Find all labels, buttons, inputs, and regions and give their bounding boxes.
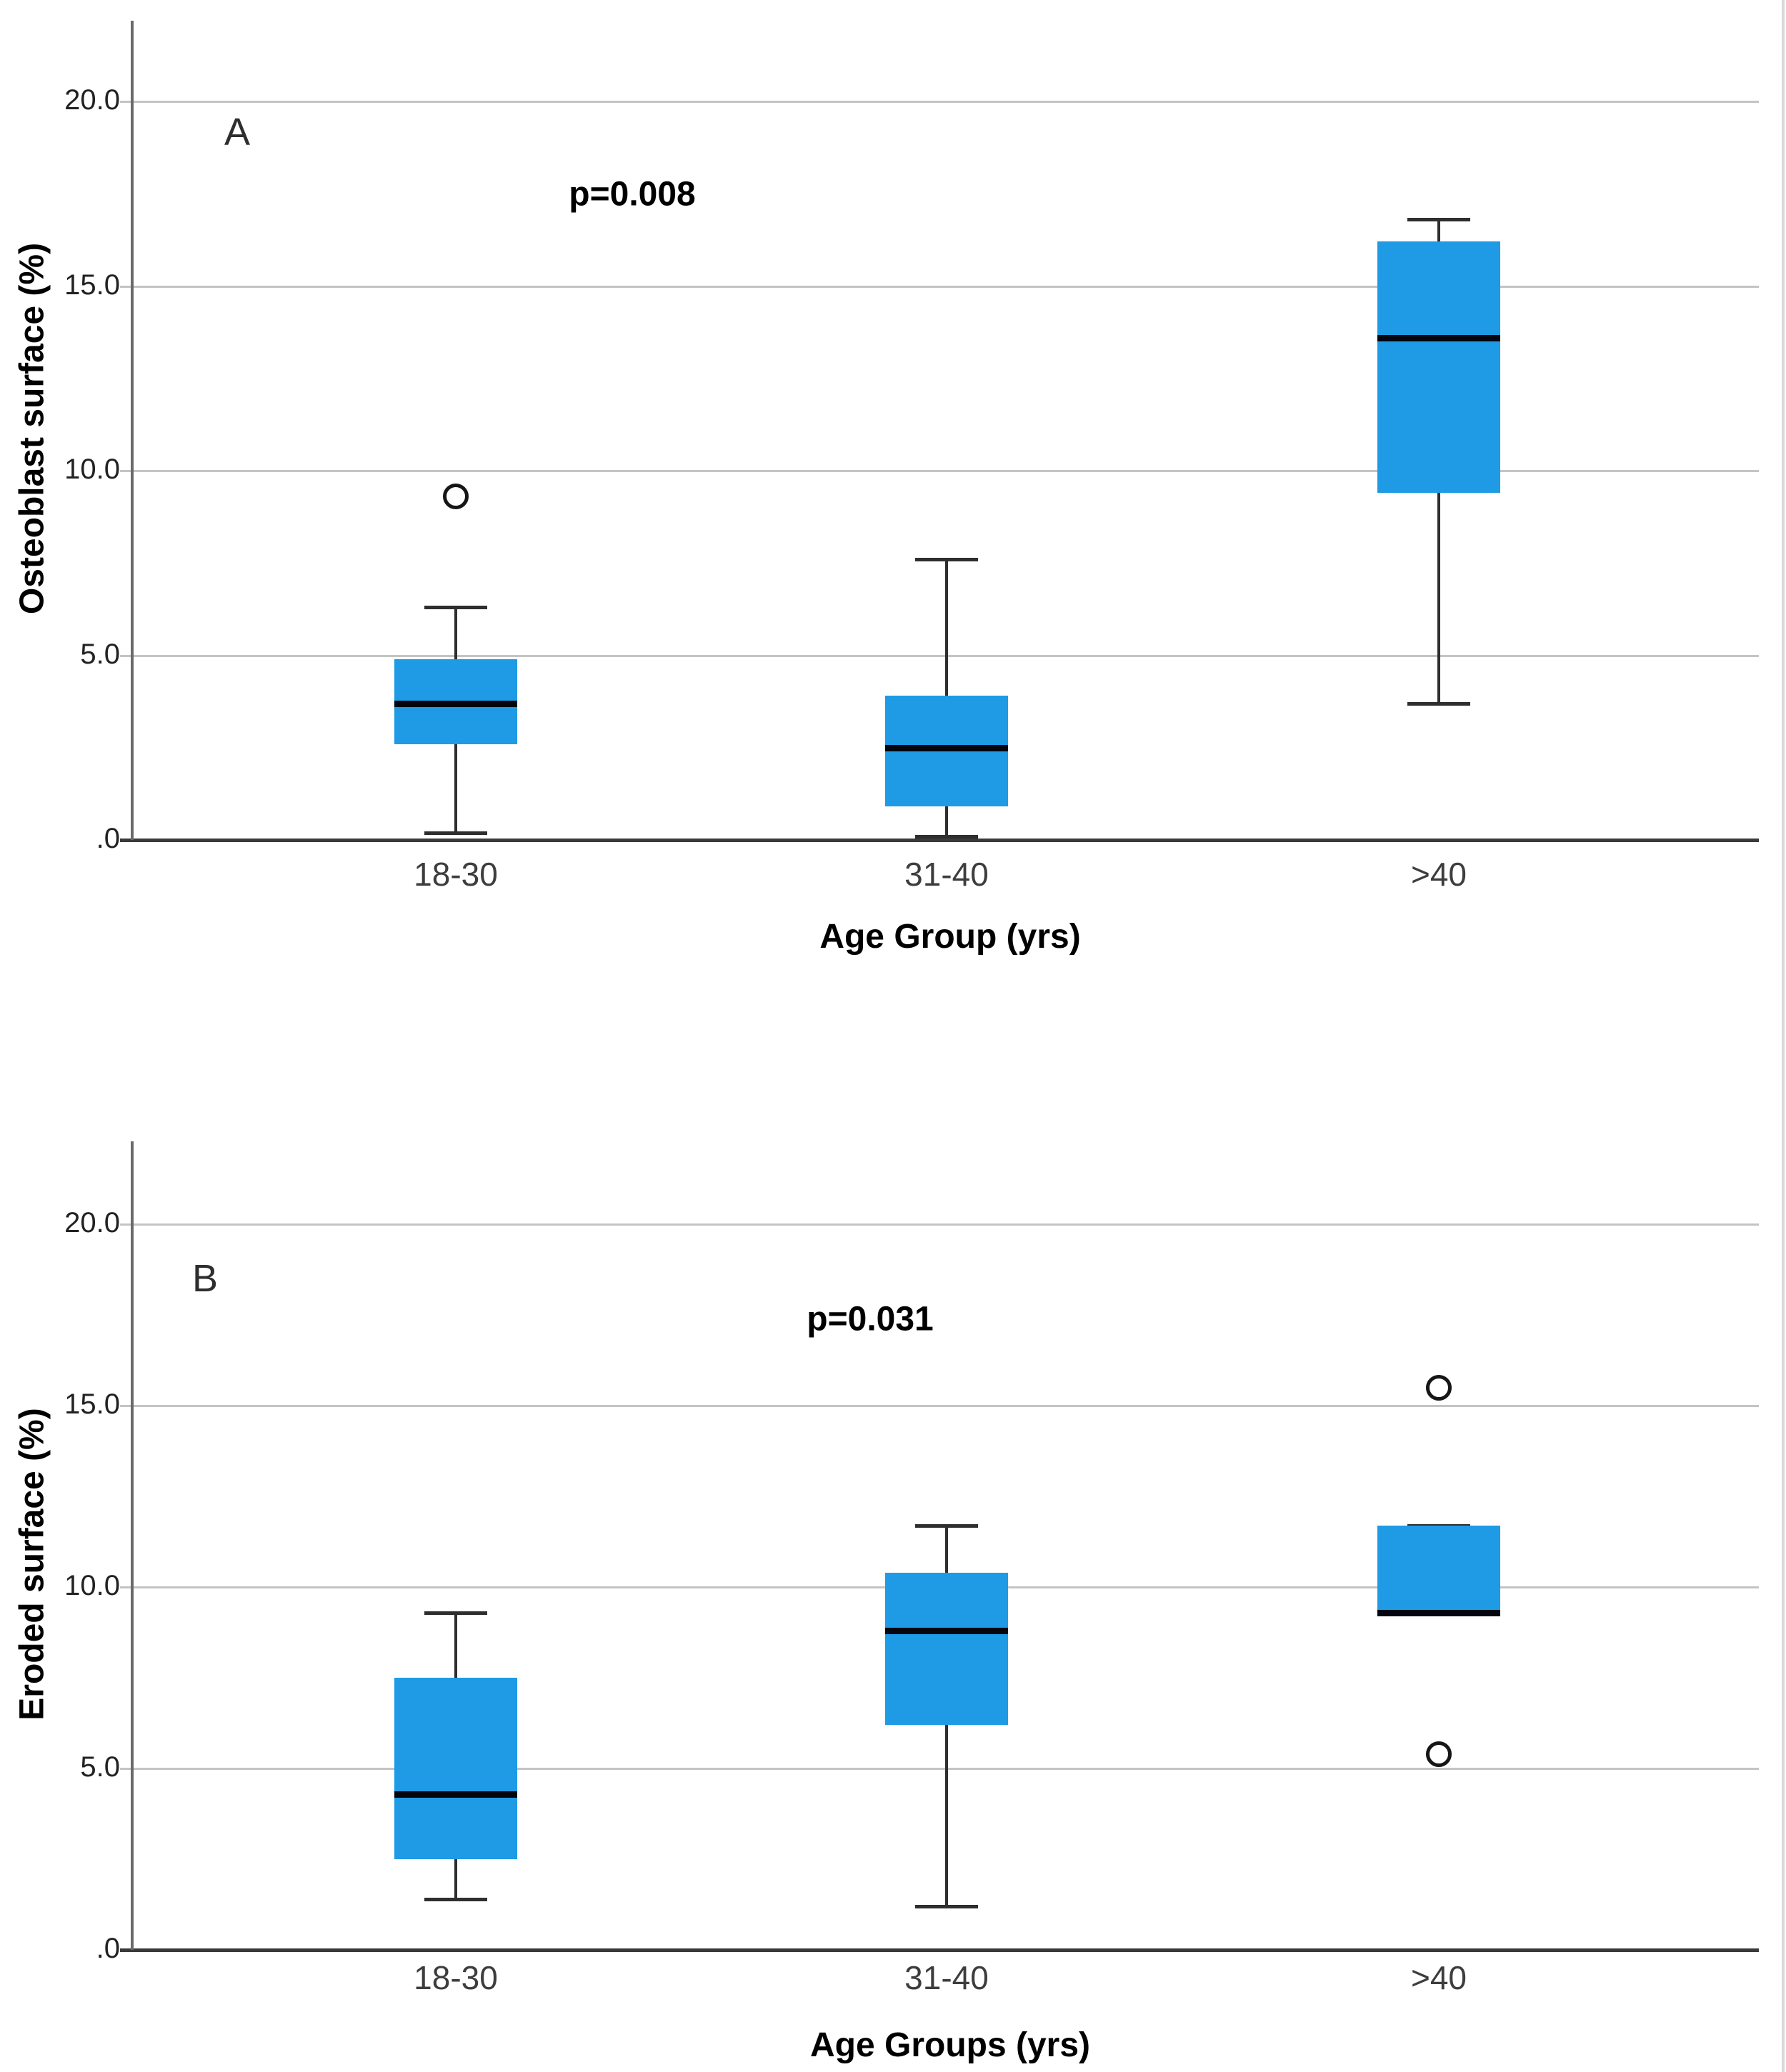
- gridline-15.0: [120, 1405, 1759, 1407]
- upper-whisker-cap: [1407, 218, 1470, 222]
- gridline-5.0: [120, 1768, 1759, 1770]
- upper-whisker-stem: [454, 607, 457, 659]
- upper-whisker-cap: [915, 1523, 978, 1528]
- y-tick-label: .0: [96, 1933, 120, 1964]
- gridline-5.0: [120, 654, 1759, 657]
- x-tick-label->40: >40: [1410, 1959, 1467, 1996]
- upper-whisker-stem: [454, 1612, 457, 1678]
- outlier-point: [1426, 1374, 1452, 1401]
- lower-whisker-cap: [1407, 701, 1470, 706]
- gridline-20.0: [120, 1223, 1759, 1226]
- x-axis-title: Age Group (yrs): [819, 918, 1081, 956]
- x-tick-label-31-40: 31-40: [904, 1959, 989, 1996]
- lower-whisker-stem: [454, 1859, 457, 1899]
- y-axis-title: Eroded surface (%): [13, 1408, 51, 1721]
- outlier-point: [443, 484, 469, 510]
- lower-whisker-stem: [1437, 493, 1440, 704]
- y-axis-line: [131, 21, 134, 840]
- upper-whisker-cap: [424, 606, 487, 610]
- box-iqr: [1377, 1525, 1500, 1616]
- lower-whisker-stem: [454, 744, 457, 833]
- y-tick-label: 10.0: [64, 454, 120, 485]
- lower-whisker-stem: [945, 806, 948, 836]
- p-value-annotation: p=0.031: [807, 1300, 934, 1338]
- p-value-annotation: p=0.008: [569, 175, 696, 214]
- median-line: [394, 700, 517, 707]
- box-iqr: [1377, 241, 1500, 493]
- upper-whisker-stem: [945, 559, 948, 696]
- lower-whisker-cap: [915, 834, 978, 839]
- gridline-10.0: [120, 470, 1759, 472]
- x-axis-title: Age Groups (yrs): [809, 2026, 1091, 2064]
- median-line: [885, 744, 1008, 751]
- y-tick-label: 5.0: [80, 1751, 120, 1783]
- x-tick-label-31-40: 31-40: [904, 856, 989, 893]
- upper-whisker-cap: [424, 1611, 487, 1615]
- x-tick-label->40: >40: [1410, 856, 1467, 893]
- panel-label: B: [191, 1257, 219, 1300]
- y-tick-label: 20.0: [64, 1207, 120, 1238]
- gridline-20.0: [120, 101, 1759, 103]
- gridline-15.0: [120, 285, 1759, 288]
- x-axis-line: [120, 839, 1759, 842]
- y-tick-label: .0: [96, 823, 120, 854]
- median-line: [885, 1627, 1008, 1634]
- median-line: [1377, 334, 1500, 341]
- y-axis-title: Osteoblast surface (%): [13, 242, 51, 615]
- y-tick-label: 20.0: [64, 84, 120, 116]
- outlier-point: [1426, 1741, 1452, 1767]
- lower-whisker-cap: [424, 1897, 487, 1901]
- y-axis-line: [131, 1141, 134, 1950]
- figure-right-edge: [1782, 0, 1785, 2072]
- upper-whisker-stem: [1437, 219, 1440, 242]
- panel-label: A: [224, 111, 251, 154]
- lower-whisker-cap: [424, 831, 487, 835]
- lower-whisker-stem: [945, 1725, 948, 1907]
- y-tick-label: 15.0: [64, 1388, 120, 1420]
- y-tick-label: 5.0: [80, 638, 120, 670]
- lower-whisker-cap: [915, 1905, 978, 1909]
- median-line: [394, 1791, 517, 1798]
- y-tick-label: 10.0: [64, 1570, 120, 1601]
- box-iqr: [394, 1678, 517, 1859]
- x-axis-line: [120, 1948, 1759, 1952]
- x-tick-label-18-30: 18-30: [414, 1959, 498, 1996]
- x-tick-label-18-30: 18-30: [414, 856, 498, 893]
- upper-whisker-cap: [915, 558, 978, 562]
- box-iqr: [885, 1572, 1008, 1726]
- upper-whisker-stem: [945, 1525, 948, 1573]
- median-line: [1377, 1609, 1500, 1616]
- box-iqr: [885, 696, 1008, 807]
- y-tick-label: 15.0: [64, 269, 120, 301]
